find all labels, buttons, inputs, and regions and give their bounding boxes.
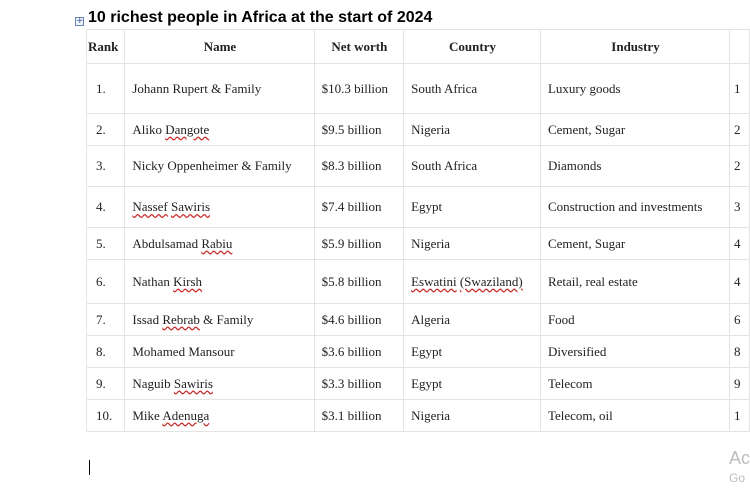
cell-net-worth: $10.3 billion xyxy=(313,63,405,114)
cell-name: Abdulsamad Rabiu xyxy=(124,227,315,260)
cell-name: Aliko Dangote xyxy=(124,113,315,146)
cell-name: Nathan Kirsh xyxy=(124,259,315,304)
cell-rank: 3. xyxy=(85,145,126,187)
cell-extra: 3 xyxy=(729,186,750,228)
cell-industry: Luxury goods xyxy=(539,63,731,114)
cell-rank: 10. xyxy=(85,399,126,432)
cell-extra: 4 xyxy=(729,259,750,304)
cell-extra: 2 xyxy=(729,145,750,187)
cell-country: Nigeria xyxy=(403,113,541,146)
cell-industry: Construction and investments xyxy=(539,186,731,228)
cell-net-worth: $3.3 billion xyxy=(313,367,405,400)
table-row: 10. Mike Adenuga $3.1 billion Nigeria Teleco… xyxy=(85,399,750,432)
table-header-row: Rank Name Net worth Country Industry xyxy=(85,29,750,64)
cell-name: Johann Rupert & Family xyxy=(124,63,315,114)
cell-industry: Cement, Sugar xyxy=(539,227,731,260)
watermark-line-1: Ac xyxy=(729,448,750,468)
cell-industry: Telecom xyxy=(539,367,731,400)
table-row: 2. Aliko Dangote $9.5 billion Nigeria Cement… xyxy=(85,113,750,146)
cell-extra: 1 xyxy=(729,63,750,114)
cell-country: Nigeria xyxy=(403,399,541,432)
cell-name: Naguib Sawiris xyxy=(124,367,315,400)
cell-net-worth: $7.4 billion xyxy=(313,186,405,228)
cell-net-worth: $3.1 billion xyxy=(313,399,405,432)
cell-industry: Retail, real estate xyxy=(539,259,731,304)
cell-name: Mohamed Mansour xyxy=(124,335,315,368)
cell-country: Nigeria xyxy=(403,227,541,260)
cell-country: Algeria xyxy=(403,303,541,336)
cell-rank: 1. xyxy=(85,63,126,114)
header-name: Name xyxy=(124,29,315,64)
table-row: 6. Nathan Kirsh $5.8 billion Eswatini (Swaz… xyxy=(85,259,750,304)
table-row: 5. Abdulsamad Rabiu $5.9 billion Nigeria Cem… xyxy=(85,227,750,260)
cell-country: Egypt xyxy=(403,186,541,228)
text-cursor xyxy=(89,460,90,475)
table-row: 4. Nassef Sawiris $7.4 billion Egypt Constru… xyxy=(85,186,750,228)
cell-name: Nicky Oppenheimer & Family xyxy=(124,145,315,187)
cell-net-worth: $5.8 billion xyxy=(313,259,405,304)
header-extra xyxy=(729,29,750,64)
cell-rank: 5. xyxy=(85,227,126,260)
cell-extra: 2 xyxy=(729,113,750,146)
cell-industry: Cement, Sugar xyxy=(539,113,731,146)
cell-name: Nassef Sawiris xyxy=(124,186,315,228)
richest-people-table: Rank Name Net worth Country Industry 1. J… xyxy=(85,29,750,432)
table-row: 9. Naguib Sawiris $3.3 billion Egypt Telecom… xyxy=(85,367,750,400)
cell-name: Mike Adenuga xyxy=(124,399,315,432)
cell-rank: 6. xyxy=(85,259,126,304)
cell-extra: 4 xyxy=(729,227,750,260)
header-industry: Industry xyxy=(539,29,731,64)
activate-windows-watermark: Ac Go xyxy=(729,449,750,484)
cell-industry: Diamonds xyxy=(539,145,731,187)
cell-industry: Diversified xyxy=(539,335,731,368)
cell-extra: 6 xyxy=(729,303,750,336)
cell-net-worth: $5.9 billion xyxy=(313,227,405,260)
cell-industry: Food xyxy=(539,303,731,336)
cell-rank: 4. xyxy=(85,186,126,228)
cell-rank: 2. xyxy=(85,113,126,146)
cell-net-worth: $9.5 billion xyxy=(313,113,405,146)
cell-industry: Telecom, oil xyxy=(539,399,731,432)
header-net-worth: Net worth xyxy=(313,29,405,64)
table-row: 1. Johann Rupert & Family $10.3 billion Sou… xyxy=(85,63,750,114)
cell-extra: 9 xyxy=(729,367,750,400)
cell-extra: 1 xyxy=(729,399,750,432)
watermark-line-2: Go xyxy=(729,471,746,485)
cell-net-worth: $8.3 billion xyxy=(313,145,405,187)
cell-rank: 7. xyxy=(85,303,126,336)
cell-rank: 8. xyxy=(85,335,126,368)
cell-country: South Africa xyxy=(403,145,541,187)
table-move-handle[interactable]: + xyxy=(75,16,84,26)
document-title: 10 richest people in Africa at the start… xyxy=(88,9,433,26)
cell-extra: 8 xyxy=(729,335,750,368)
cell-country: South Africa xyxy=(403,63,541,114)
header-rank: Rank xyxy=(85,29,126,64)
cell-name: Issad Rebrab & Family xyxy=(124,303,315,336)
table-row: 3. Nicky Oppenheimer & Family $8.3 billion… xyxy=(85,145,750,187)
cell-rank: 9. xyxy=(85,367,126,400)
cell-country: Egypt xyxy=(403,335,541,368)
header-country: Country xyxy=(403,29,541,64)
table-row: 7. Issad Rebrab & Family $4.6 billion Alger… xyxy=(85,303,750,336)
cell-country: Egypt xyxy=(403,367,541,400)
table-row: 8. Mohamed Mansour $3.6 billion Egypt Divers… xyxy=(85,335,750,368)
cell-net-worth: $4.6 billion xyxy=(313,303,405,336)
cell-net-worth: $3.6 billion xyxy=(313,335,405,368)
cell-country: Eswatini (Swaziland) xyxy=(403,259,541,304)
